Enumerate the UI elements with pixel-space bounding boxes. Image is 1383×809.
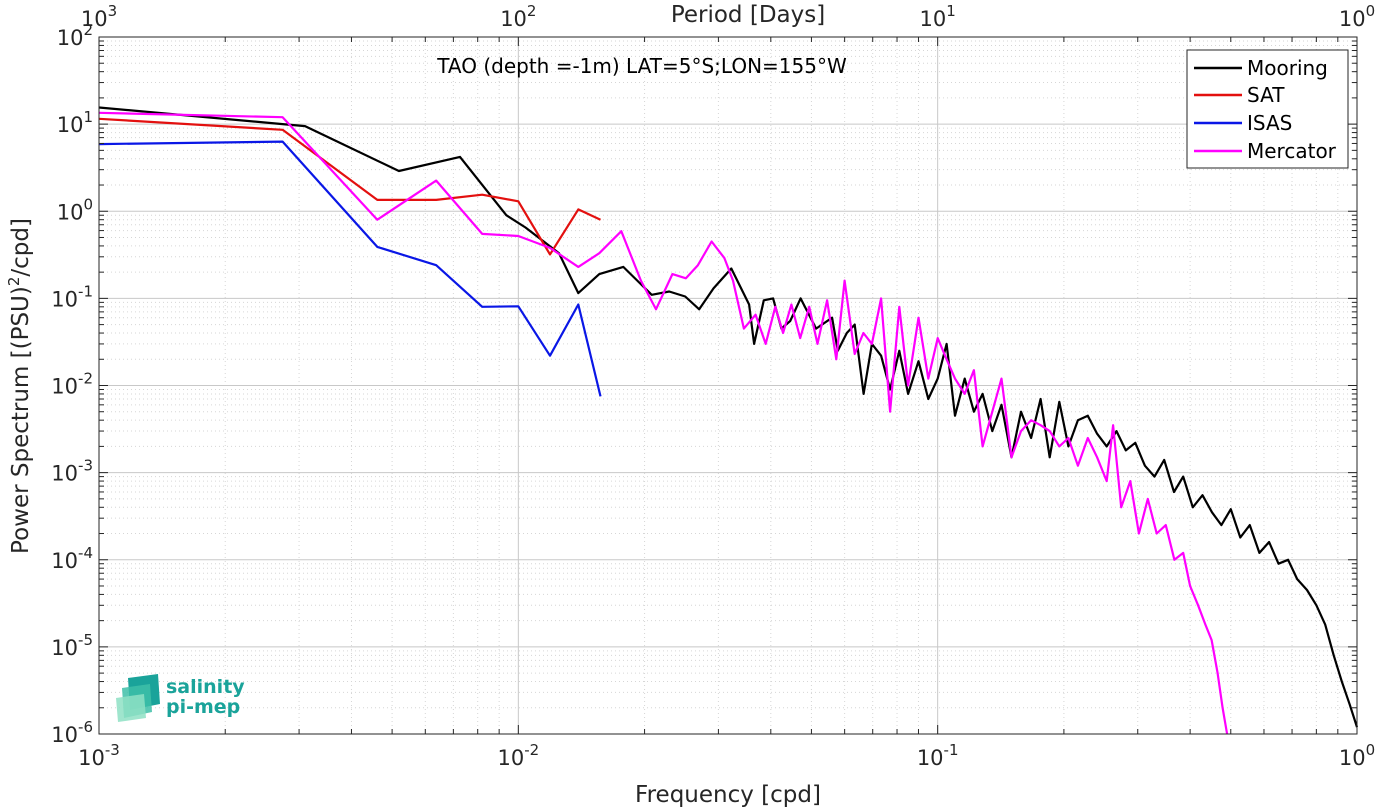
series-line-isas — [98, 140, 602, 397]
x-tick-label: 10-1 — [917, 741, 959, 770]
series-line-mercator — [98, 111, 1229, 735]
top-tick-label: 103 — [81, 2, 117, 31]
top-tick-label: 101 — [920, 2, 956, 31]
legend-box — [1186, 49, 1349, 169]
top-axis-label: Period [Days] — [671, 2, 825, 28]
series-lines — [98, 106, 1359, 735]
top-tick-label: 100 — [1339, 2, 1375, 31]
legend-label-mercator: Mercator — [1247, 139, 1337, 163]
series-line-sat — [98, 117, 601, 256]
legend-label-isas: ISAS — [1247, 111, 1292, 135]
x-tick-label: 10-3 — [78, 741, 120, 770]
legend-label-sat: SAT — [1247, 83, 1285, 107]
y-axis-label: Power Spectrum [(PSU)2/cpd] — [5, 218, 34, 554]
y-tick-label: 10-6 — [51, 718, 93, 747]
x-tick-label: 100 — [1339, 741, 1375, 770]
series-line-mooring — [98, 106, 1359, 728]
x-axis-label: Frequency [cpd] — [635, 782, 821, 808]
x-tick-label: 10-2 — [497, 741, 539, 770]
top-tick-label: 102 — [500, 2, 536, 31]
y-tick-label: 10-4 — [51, 544, 93, 573]
y-tick-label: 10-5 — [51, 631, 93, 660]
logo-mark-icon — [116, 674, 160, 722]
legend-label-mooring: Mooring — [1247, 56, 1328, 80]
y-axis-label-main: Power Spectrum [(PSU) — [8, 286, 34, 554]
y-tick-label: 10-3 — [51, 457, 93, 486]
salinity-pi-mep-logo: salinity pi-mep — [116, 674, 245, 722]
y-axis-label-exponent: 2 — [5, 277, 23, 287]
y-tick-label: 101 — [57, 108, 93, 137]
logo-text-salinity: salinity — [166, 676, 245, 698]
y-tick-label: 100 — [57, 195, 93, 224]
y-tick-label: 10-2 — [51, 370, 93, 399]
logo-text-pimep: pi-mep — [166, 696, 240, 718]
y-tick-label: 10-1 — [51, 282, 93, 311]
y-axis-label-unit: /cpd] — [8, 218, 34, 277]
chart-title: TAO (depth =-1m) LAT=5°S;LON=155°W — [436, 54, 847, 78]
legend: Mooring SAT ISAS Mercator — [1186, 49, 1349, 169]
tick-marks — [98, 36, 1358, 735]
major-gridlines — [98, 36, 1358, 735]
y-tick-label: 102 — [57, 21, 93, 50]
